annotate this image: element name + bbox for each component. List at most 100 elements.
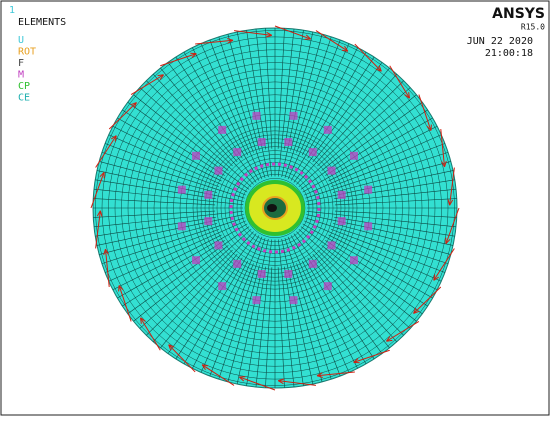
constraint-marker: [349, 151, 358, 160]
load-arrow: [449, 167, 455, 206]
constraint-marker: [204, 190, 213, 199]
constraint-marker: [214, 166, 223, 175]
load-arrow: [104, 249, 110, 288]
constraint-marker: [218, 125, 227, 134]
constraint-marker: [252, 296, 261, 305]
load-arrow: [386, 321, 420, 342]
load-arrow: [278, 380, 317, 386]
constraint-marker: [323, 282, 332, 291]
constraint-marker: [177, 185, 186, 194]
load-arrow: [445, 207, 460, 244]
constraint-marker: [308, 259, 317, 268]
load-arrow: [316, 371, 355, 377]
load-arrow-head: [316, 372, 323, 378]
constraint-marker: [257, 269, 266, 278]
constraint-marker: [177, 222, 186, 231]
load-arrow-head: [227, 38, 234, 44]
time: 21:00:18: [485, 48, 533, 59]
load-arrow-head: [130, 102, 137, 109]
load-arrow: [389, 65, 410, 99]
constraint-marker: [204, 217, 213, 226]
constraint-marker: [364, 185, 373, 194]
constraint-marker: [308, 148, 317, 157]
load-arrow-head: [386, 336, 393, 342]
mesh-model: [90, 25, 460, 391]
load-arrow-head: [304, 34, 312, 40]
load-arrow-head: [445, 237, 451, 245]
load-arrow: [195, 39, 234, 45]
legend-entry: ROT: [18, 47, 36, 58]
product-name: ANSYS: [492, 6, 545, 22]
load-arrow-head: [441, 160, 447, 168]
load-arrow: [130, 74, 164, 95]
load-arrow-head: [265, 31, 273, 38]
constraint-marker: [289, 111, 298, 120]
load-arrow: [95, 135, 117, 168]
legend-entry: CP: [18, 81, 30, 92]
load-arrow-head: [168, 344, 175, 351]
constraint-marker: [214, 241, 223, 250]
load-arrow: [353, 349, 390, 363]
load-arrow: [201, 364, 235, 386]
legend-entry: F: [18, 58, 24, 69]
load-arrow: [108, 102, 137, 130]
load-arrow-head: [190, 52, 197, 59]
load-arrow-head: [238, 376, 246, 382]
load-arrow-head: [99, 171, 105, 179]
legend-entry: M: [18, 70, 24, 81]
constraint-marker: [233, 148, 242, 157]
load-arrow: [95, 210, 101, 249]
load-arrow: [118, 285, 132, 322]
plot-label: ELEMENTS: [18, 17, 66, 28]
load-arrow: [140, 317, 161, 351]
constraint-marker: [284, 269, 293, 278]
load-arrow-head: [447, 199, 454, 206]
load-arrow: [433, 248, 455, 281]
load-arrow-head: [375, 65, 382, 72]
load-arrow-head: [353, 357, 360, 364]
load-arrow-head: [157, 74, 164, 80]
window-number: 1: [9, 5, 15, 16]
hub-hole: [267, 204, 277, 212]
constraint-marker: [364, 222, 373, 231]
constraint-marker: [327, 241, 336, 250]
constraint-marker: [337, 217, 346, 226]
constraint-marker: [289, 296, 298, 305]
load-arrow: [168, 344, 196, 373]
constraint-marker: [252, 111, 261, 120]
constraint-marker: [192, 256, 201, 265]
hub-outer: [229, 162, 321, 254]
constraint-marker: [257, 138, 266, 147]
constraint-marker: [323, 125, 332, 134]
load-arrow-head: [277, 378, 285, 385]
constraint-marker: [349, 256, 358, 265]
legend-entry: U: [18, 35, 24, 46]
load-arrow-head: [404, 92, 411, 99]
date: JUN 22 2020: [467, 36, 533, 47]
load-arrow: [233, 30, 272, 36]
load-arrow: [418, 94, 432, 131]
load-arrow: [413, 286, 442, 314]
load-arrow-head: [341, 45, 349, 52]
constraint-marker: [233, 259, 242, 268]
load-arrow: [90, 172, 105, 209]
load-arrow-head: [118, 285, 124, 292]
load-arrow-head: [139, 317, 146, 324]
constraint-marker: [337, 190, 346, 199]
load-arrow-head: [111, 135, 117, 142]
load-arrow: [160, 53, 197, 67]
load-arrow: [354, 43, 382, 72]
load-arrow-head: [413, 307, 420, 314]
load-arrow-head: [201, 364, 209, 371]
load-arrow: [440, 128, 446, 167]
constraint-marker: [327, 166, 336, 175]
load-arrow: [274, 25, 311, 40]
legend-entry: CE: [18, 93, 30, 104]
constraint-marker: [284, 138, 293, 147]
load-arrow-head: [426, 124, 432, 131]
load-arrow: [239, 376, 276, 391]
load-arrow: [315, 30, 349, 52]
constraint-marker: [192, 151, 201, 160]
